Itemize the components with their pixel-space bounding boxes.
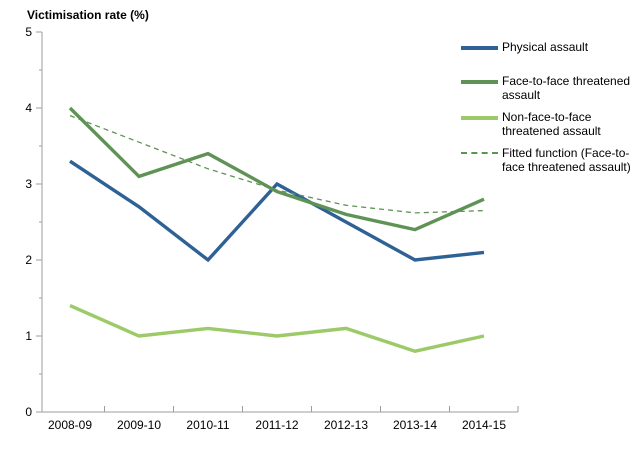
x-axis-tick-labels: 2008-09 2009-10 2010-11 2011-12 2012-13 2013-… [48, 418, 506, 432]
y-tick-label: 3 [25, 177, 32, 191]
x-tick-label: 2009-10 [117, 418, 161, 432]
legend-label: Fitted function (Face-to-face threatened… [502, 146, 631, 174]
y-tick-label: 1 [25, 329, 32, 343]
y-tick-label: 4 [25, 101, 32, 115]
y-tick-label: 5 [25, 25, 32, 39]
legend-item-physical-assault: Physical assault [461, 40, 631, 54]
legend-swatch-dashed-line [461, 152, 498, 154]
legend-item-non-face-to-face-threatened-assault: Non-face-to-face threatened assault [461, 110, 631, 138]
x-tick-label: 2011-12 [255, 418, 298, 432]
y-tick-label: 0 [25, 405, 32, 419]
legend-item-face-to-face-threatened-assault: Face-to-face threatened assault [461, 74, 631, 102]
legend-label: Physical assault [502, 40, 589, 54]
x-tick-label: 2014-15 [462, 418, 506, 432]
x-tick-label: 2008-09 [48, 418, 92, 432]
axes [36, 31, 519, 413]
legend-swatch-solid-line [461, 80, 498, 84]
series-line-physical-assault [69, 159, 485, 263]
y-tick-label: 2 [25, 253, 32, 267]
x-tick-label: 2013-14 [393, 418, 437, 432]
legend-label: Non-face-to-face threatened assault [502, 110, 601, 138]
x-tick-label: 2010-11 [186, 418, 229, 432]
legend-swatch-solid-line [461, 46, 498, 50]
legend-swatch-solid-line [461, 116, 498, 120]
legend-label: Face-to-face threatened assault [502, 74, 631, 102]
series-line-face-to-face-threatened-assault [68, 106, 485, 232]
chart-legend: Physical assault Face-to-face threatened a… [461, 40, 631, 174]
series-line-fitted-function-face-to-face-threatened-assault [69, 114, 485, 214]
y-axis-tick-labels: 0 1 2 3 4 5 [25, 25, 32, 419]
x-tick-label: 2012-13 [324, 418, 368, 432]
chart-title: Victimisation rate (%) [27, 8, 149, 22]
legend-item-fitted-function-face-to-face-threatened-assault: Fitted function (Face-to-face threatened… [461, 146, 631, 174]
series-line-non-face-to-face-threatened-assault [69, 304, 485, 353]
